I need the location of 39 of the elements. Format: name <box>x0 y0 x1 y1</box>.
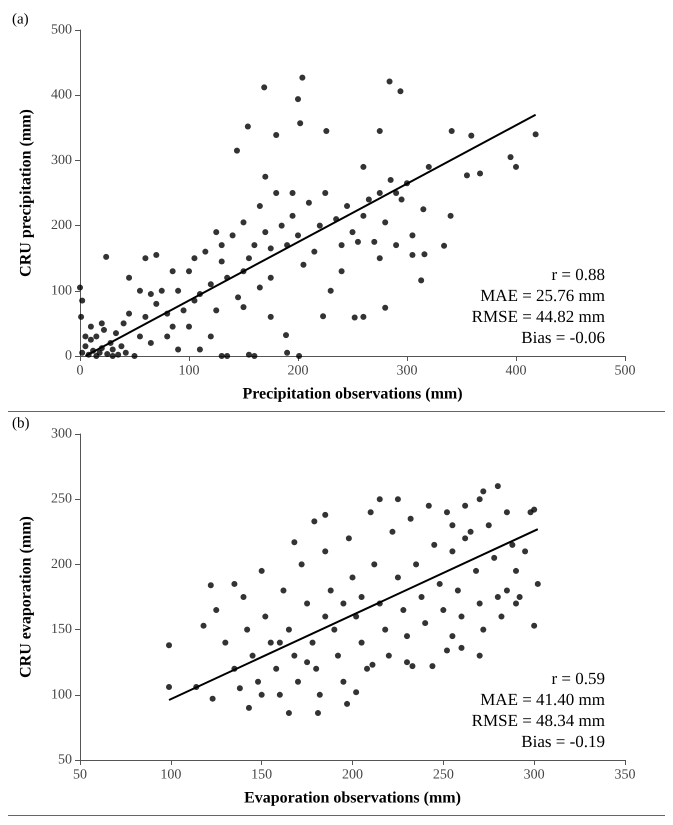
y-tick-label: 300 <box>51 426 72 442</box>
x-tick-label: 250 <box>432 768 454 782</box>
y-axis-title: CRU precipitation (mm) <box>18 109 34 277</box>
x-tick-label: 500 <box>614 364 636 378</box>
y-tick-label: 200 <box>51 556 72 572</box>
text: (a) <box>12 12 29 28</box>
y-tick-label: 100 <box>51 283 72 298</box>
x-tick-label: 0 <box>76 364 84 378</box>
x-tick-label: 300 <box>396 364 418 378</box>
x-axis-title: Precipitation observations (mm) <box>242 386 463 402</box>
annotation: RMSE = 44.82 mm <box>472 307 605 326</box>
annotation: MAE = 41.40 mm <box>480 690 605 709</box>
x-tick-label: 150 <box>251 768 272 782</box>
x-tick-label: 200 <box>288 364 308 378</box>
y-tick-label: 400 <box>51 88 72 103</box>
text: (b) <box>12 416 30 432</box>
x-tick-label: 200 <box>342 768 363 782</box>
y-tick-label: 500 <box>51 22 72 38</box>
annotation: r = 0.88 <box>552 265 605 284</box>
annotation: Bias = -0.06 <box>521 328 605 347</box>
annotation: r = 0.59 <box>552 669 605 688</box>
annotation: RMSE = 48.34 mm <box>472 711 605 730</box>
x-tick-label: 300 <box>524 768 545 782</box>
annotation: MAE = 25.76 mm <box>480 286 605 305</box>
x-tick-label: 350 <box>614 768 636 782</box>
y-tick-label: 0 <box>65 348 72 364</box>
x-tick-label: 50 <box>73 768 87 782</box>
annotation: Bias = -0.19 <box>521 732 605 751</box>
y-tick-label: 200 <box>51 218 72 234</box>
x-tick-label: 100 <box>178 364 200 378</box>
y-tick-label: 300 <box>51 152 72 168</box>
y-tick-label: 100 <box>51 687 72 702</box>
y-axis-title: CRU evaporation (mm) <box>18 516 34 678</box>
y-tick-label: 150 <box>51 622 72 638</box>
x-tick-label: 100 <box>160 768 182 782</box>
y-tick-label: 50 <box>58 752 72 768</box>
x-axis-title: Evaporation observations (mm) <box>244 790 461 806</box>
x-tick-label: 400 <box>506 364 526 378</box>
y-tick-label: 250 <box>51 492 72 507</box>
